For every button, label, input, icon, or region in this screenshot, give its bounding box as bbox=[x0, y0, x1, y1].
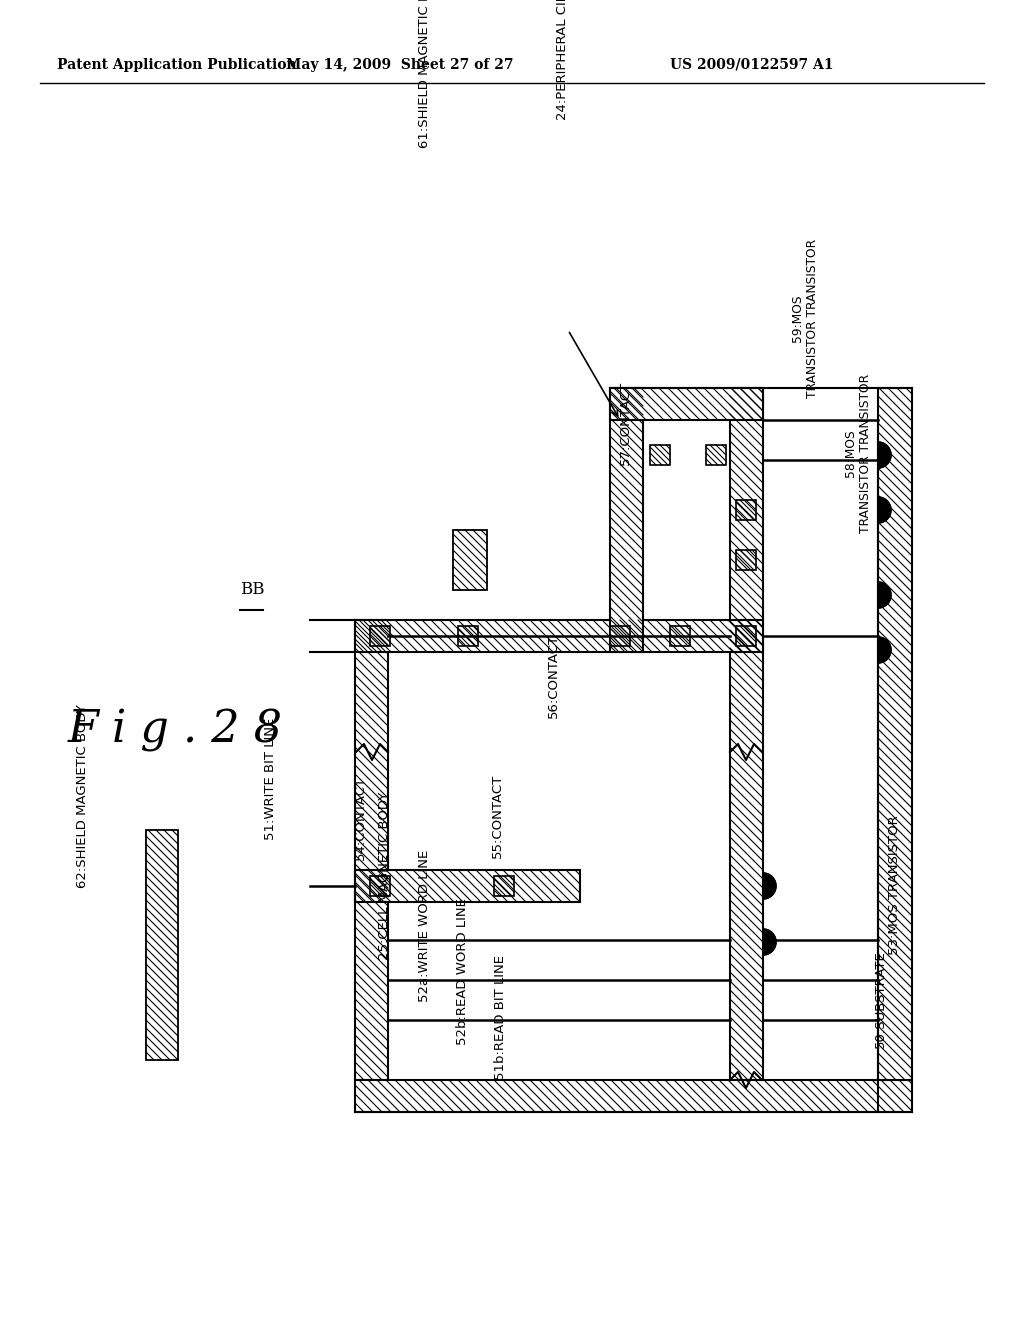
Polygon shape bbox=[763, 873, 776, 899]
Bar bbox=[458, 626, 478, 645]
Text: 56:CONTACT: 56:CONTACT bbox=[547, 634, 559, 718]
Bar bbox=[355, 1080, 912, 1111]
Polygon shape bbox=[878, 582, 891, 609]
Bar bbox=[355, 620, 763, 652]
Bar bbox=[610, 388, 763, 420]
Text: 54:CONTACT: 54:CONTACT bbox=[353, 776, 367, 861]
Text: 59:MOS
TRANSISTOR TRANSISTOR: 59:MOS TRANSISTOR TRANSISTOR bbox=[791, 239, 819, 399]
Text: 24:PERIPHERAL CIRCUIT: 24:PERIPHERAL CIRCUIT bbox=[555, 0, 568, 120]
Bar bbox=[370, 876, 390, 896]
Text: 52b:READ WORD LINE: 52b:READ WORD LINE bbox=[457, 898, 469, 1045]
Bar bbox=[736, 550, 756, 570]
Bar bbox=[370, 626, 390, 645]
Bar bbox=[610, 388, 643, 652]
Bar bbox=[736, 500, 756, 520]
Text: 52a:WRITE WORD LINE: 52a:WRITE WORD LINE bbox=[419, 850, 431, 1002]
Text: 51:WRITE BIT LINE: 51:WRITE BIT LINE bbox=[263, 718, 276, 840]
Bar bbox=[610, 626, 630, 645]
Text: 57:CONTACT: 57:CONTACT bbox=[618, 380, 632, 465]
Text: Patent Application Publication: Patent Application Publication bbox=[57, 58, 297, 73]
Polygon shape bbox=[878, 638, 891, 663]
Bar bbox=[355, 620, 388, 1080]
Text: 51b:READ BIT LINE: 51b:READ BIT LINE bbox=[494, 954, 507, 1080]
Bar bbox=[146, 830, 178, 1060]
Text: 50:SUBSTRATE: 50:SUBSTRATE bbox=[873, 950, 887, 1048]
Bar bbox=[670, 626, 690, 645]
Text: 58:MOS
TRANSISTOR TRANSISTOR: 58:MOS TRANSISTOR TRANSISTOR bbox=[844, 374, 872, 533]
Bar bbox=[730, 388, 763, 1080]
Bar bbox=[878, 388, 912, 1080]
Text: 62:SHIELD MAGNETIC BODY: 62:SHIELD MAGNETIC BODY bbox=[76, 705, 88, 888]
Bar bbox=[494, 876, 514, 896]
Text: May 14, 2009  Sheet 27 of 27: May 14, 2009 Sheet 27 of 27 bbox=[287, 58, 514, 73]
Text: 61:SHIELD MAGNETIC BODY: 61:SHIELD MAGNETIC BODY bbox=[419, 0, 431, 148]
Text: 55:CONTACT: 55:CONTACT bbox=[490, 774, 504, 858]
Text: F i g . 2 8: F i g . 2 8 bbox=[68, 709, 283, 751]
Bar bbox=[650, 445, 670, 465]
Polygon shape bbox=[763, 929, 776, 954]
Text: BB: BB bbox=[240, 581, 264, 598]
Bar bbox=[736, 626, 756, 645]
Text: 53:MOS TRANSISTOR: 53:MOS TRANSISTOR bbox=[889, 816, 901, 954]
Text: US 2009/0122597 A1: US 2009/0122597 A1 bbox=[670, 58, 834, 73]
Text: 25:CELL MAGNETIC BODY: 25:CELL MAGNETIC BODY bbox=[379, 792, 391, 960]
Polygon shape bbox=[878, 442, 891, 469]
Bar bbox=[355, 870, 580, 902]
Bar bbox=[453, 531, 487, 590]
Bar bbox=[706, 445, 726, 465]
Polygon shape bbox=[878, 498, 891, 523]
